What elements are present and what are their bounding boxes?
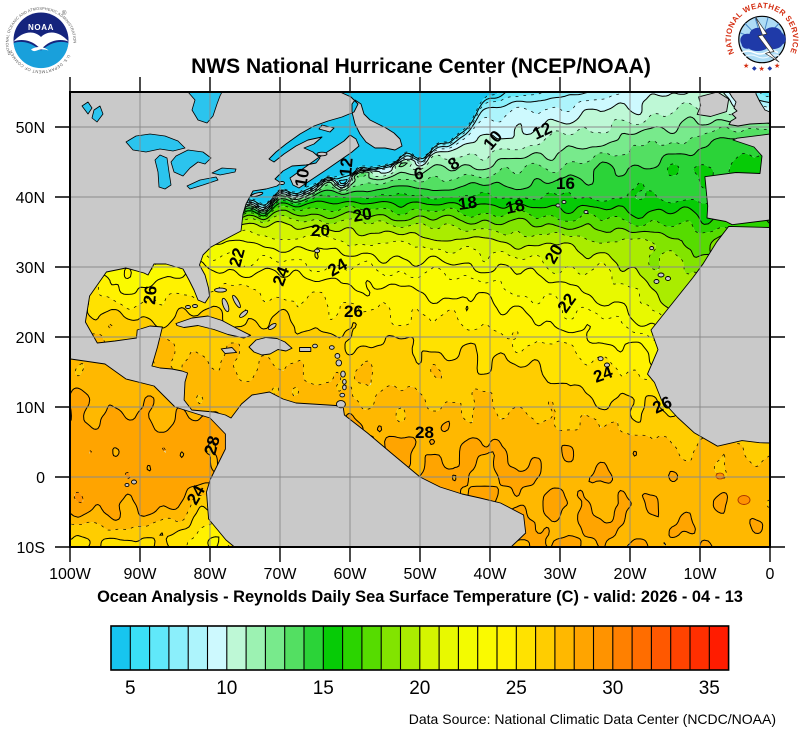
svg-text:5: 5 bbox=[125, 678, 136, 699]
svg-text:20N: 20N bbox=[16, 330, 45, 347]
svg-text:80W: 80W bbox=[194, 566, 228, 583]
svg-text:70W: 70W bbox=[264, 566, 298, 583]
svg-text:10: 10 bbox=[216, 678, 237, 699]
svg-text:25: 25 bbox=[506, 678, 527, 699]
svg-text:20: 20 bbox=[351, 204, 373, 226]
svg-text:★: ★ bbox=[759, 65, 765, 73]
svg-text:30N: 30N bbox=[16, 260, 45, 277]
svg-text:NWS National Hurricane Center: NWS National Hurricane Center (NCEP/NOAA… bbox=[191, 55, 651, 78]
svg-text:22: 22 bbox=[226, 246, 249, 269]
svg-text:50N: 50N bbox=[16, 120, 45, 137]
svg-text:60W: 60W bbox=[334, 566, 368, 583]
svg-text:◆: ◆ bbox=[752, 66, 757, 72]
svg-text:20W: 20W bbox=[614, 566, 648, 583]
svg-text:10: 10 bbox=[291, 167, 313, 189]
svg-text:16: 16 bbox=[556, 174, 575, 193]
svg-text:®: ® bbox=[62, 10, 67, 17]
svg-text:30W: 30W bbox=[544, 566, 578, 583]
svg-text:18: 18 bbox=[504, 195, 526, 218]
svg-text:50W: 50W bbox=[404, 566, 438, 583]
svg-text:28: 28 bbox=[415, 423, 434, 442]
svg-text:12: 12 bbox=[336, 157, 357, 178]
svg-text:NOAA: NOAA bbox=[28, 23, 54, 32]
svg-text:20: 20 bbox=[409, 678, 430, 699]
svg-text:40W: 40W bbox=[474, 566, 508, 583]
svg-text:0: 0 bbox=[36, 470, 45, 487]
svg-text:★: ★ bbox=[743, 62, 749, 70]
svg-text:30: 30 bbox=[602, 678, 623, 699]
svg-text:26: 26 bbox=[344, 302, 363, 321]
svg-text:20: 20 bbox=[311, 221, 330, 240]
svg-text:Ocean Analysis - Reynolds Dail: Ocean Analysis - Reynolds Daily Sea Surf… bbox=[97, 588, 743, 606]
svg-text:Data Source: National Climatic: Data Source: National Climatic Data Cent… bbox=[409, 711, 776, 727]
svg-text:10W: 10W bbox=[684, 566, 718, 583]
svg-text:★: ★ bbox=[774, 62, 780, 70]
svg-text:26: 26 bbox=[140, 285, 161, 306]
svg-text:18: 18 bbox=[457, 193, 478, 214]
svg-text:35: 35 bbox=[699, 678, 720, 699]
svg-text:100W: 100W bbox=[49, 566, 92, 583]
svg-text:10S: 10S bbox=[17, 540, 45, 557]
svg-text:15: 15 bbox=[313, 678, 334, 699]
svg-text:90W: 90W bbox=[124, 566, 158, 583]
svg-text:◆: ◆ bbox=[768, 66, 773, 72]
svg-text:10N: 10N bbox=[16, 400, 45, 417]
svg-text:28: 28 bbox=[201, 434, 224, 457]
svg-text:40N: 40N bbox=[16, 190, 45, 207]
svg-text:0: 0 bbox=[766, 566, 775, 583]
svg-text:6: 6 bbox=[412, 164, 425, 184]
